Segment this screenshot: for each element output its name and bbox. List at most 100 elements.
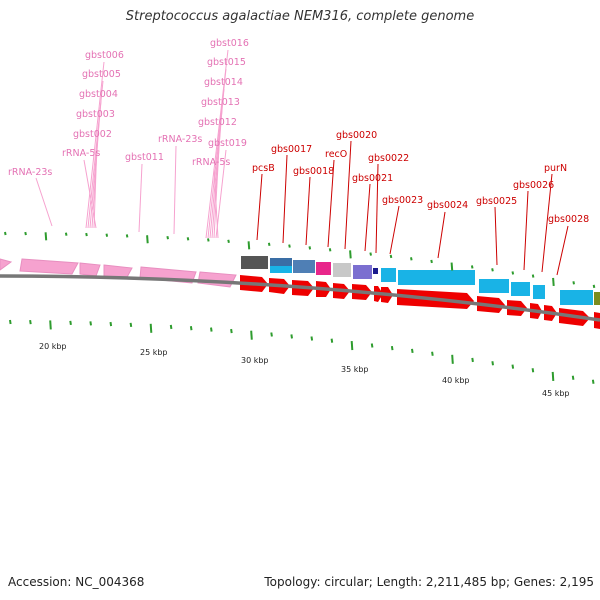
- scale-label: 20 kbp: [39, 342, 67, 351]
- gene-label: gbst006: [85, 50, 124, 61]
- leader-line: [213, 168, 219, 239]
- leader-line: [305, 176, 311, 246]
- tick-mark: [230, 328, 233, 334]
- tick-mark: [450, 262, 454, 271]
- tick-mark: [24, 231, 27, 236]
- scale-label: 25 kbp: [140, 348, 168, 357]
- gene-label: rRNA-23s: [158, 134, 202, 145]
- leader-line: [35, 177, 53, 227]
- gene-label: gbs0023: [382, 195, 423, 206]
- tick-mark: [29, 320, 32, 325]
- gene-label: rRNA-23s: [8, 167, 52, 178]
- tick-mark: [430, 259, 433, 264]
- tick-mark: [571, 375, 575, 380]
- gene-label: gbs0026: [513, 180, 554, 191]
- leader-line: [256, 173, 263, 241]
- tick-mark: [389, 254, 393, 259]
- red-labels: pcsB gbs0017 gbs0018 recO gbs0020 gbs002…: [252, 130, 589, 225]
- tick-mark: [370, 343, 374, 348]
- leader-line: [556, 225, 569, 276]
- feature-block-purN: [533, 285, 545, 299]
- tick-mark: [290, 334, 293, 339]
- leader-line: [85, 61, 105, 229]
- tick-mark: [491, 361, 494, 366]
- tick-mark: [105, 233, 109, 237]
- upper-feature-track: [241, 256, 600, 305]
- leader-line: [541, 173, 553, 273]
- tick-mark: [129, 322, 133, 328]
- tick-mark: [369, 252, 372, 256]
- feature-block-gbs0020: [333, 263, 351, 277]
- leader-line: [494, 206, 498, 266]
- gene-label: pcsB: [252, 163, 275, 174]
- tick-mark: [451, 354, 454, 364]
- gene-label: gbs0017: [271, 144, 312, 155]
- tick-mark: [572, 281, 575, 285]
- tick-mark: [109, 321, 113, 327]
- gene-label: gbst002: [73, 129, 112, 140]
- leader-line: [93, 140, 98, 229]
- tick-mark: [270, 332, 273, 337]
- gene-label: gbst004: [79, 89, 118, 100]
- feature-block-olive: [594, 292, 600, 305]
- leader-line: [375, 163, 379, 254]
- pink-feature: [19, 258, 79, 275]
- label-leader-lines: [35, 49, 569, 276]
- tick-mark: [591, 379, 595, 384]
- accession-text: Accession: NC_004368: [8, 575, 145, 589]
- tick-mark: [267, 242, 271, 247]
- tick-mark: [49, 320, 52, 330]
- tick-mark: [410, 257, 413, 261]
- scale-label: 30 kbp: [241, 356, 269, 365]
- gene-label: rRNA-5s: [192, 157, 230, 168]
- gene-label: recO: [325, 149, 347, 160]
- gene-label: purN: [544, 163, 567, 174]
- leader-line: [89, 100, 102, 229]
- feature-block-gbs0017: [270, 258, 292, 266]
- tick-mark: [227, 239, 230, 244]
- gene-label: gbst016: [210, 38, 249, 49]
- feature-block-gbs0021-mark: [373, 268, 378, 274]
- tick-mark: [411, 348, 414, 354]
- tick-mark: [531, 274, 535, 278]
- pink-feature: [79, 262, 101, 277]
- leader-line: [327, 159, 335, 248]
- tick-mark: [247, 241, 251, 250]
- feature-block-gbs0022: [381, 268, 396, 282]
- leader-line: [282, 154, 288, 244]
- tick-mark: [125, 234, 129, 238]
- tick-mark: [592, 284, 596, 289]
- upper-ticks: [4, 231, 596, 289]
- tick-mark: [552, 277, 555, 286]
- summary-text: Topology: circular; Length: 2,211,485 bp…: [264, 575, 594, 589]
- tick-mark: [207, 238, 210, 242]
- feature-block-gbs0018: [293, 260, 315, 273]
- tick-mark: [551, 371, 555, 381]
- tick-mark: [390, 345, 394, 351]
- tick-mark: [69, 320, 72, 325]
- gene-label: gbs0022: [368, 153, 409, 164]
- feature-block-gbs0028: [560, 290, 593, 305]
- leader-line: [138, 163, 143, 233]
- scale-labels: 20 kbp 25 kbp 30 kbp 35 kbp 40 kbp 45 kb…: [39, 342, 570, 398]
- map-title: Streptococcus agalactiae NEM316, complet…: [125, 9, 475, 24]
- gene-label: gbs0021: [352, 173, 393, 184]
- gene-label: gbs0018: [293, 166, 334, 177]
- leader-line: [389, 205, 400, 255]
- tick-mark: [470, 265, 474, 269]
- tick-mark: [85, 232, 88, 237]
- gene-label: gbs0024: [427, 200, 468, 211]
- feature-block-pcsB: [241, 256, 268, 269]
- tick-mark: [471, 357, 474, 363]
- tick-mark: [349, 250, 352, 259]
- gene-label: gbst019: [208, 138, 247, 149]
- gene-label: gbst003: [76, 109, 115, 120]
- scale-label: 35 kbp: [341, 365, 369, 374]
- tick-mark: [64, 232, 68, 236]
- pink-labels: gbst006 gbst005 gbst004 gbst003 gbst002 …: [8, 38, 249, 178]
- lower-ticks: [9, 319, 595, 384]
- feature-block-gbs0026: [511, 282, 530, 296]
- gene-label: gbst014: [204, 77, 243, 88]
- tick-mark: [250, 330, 253, 340]
